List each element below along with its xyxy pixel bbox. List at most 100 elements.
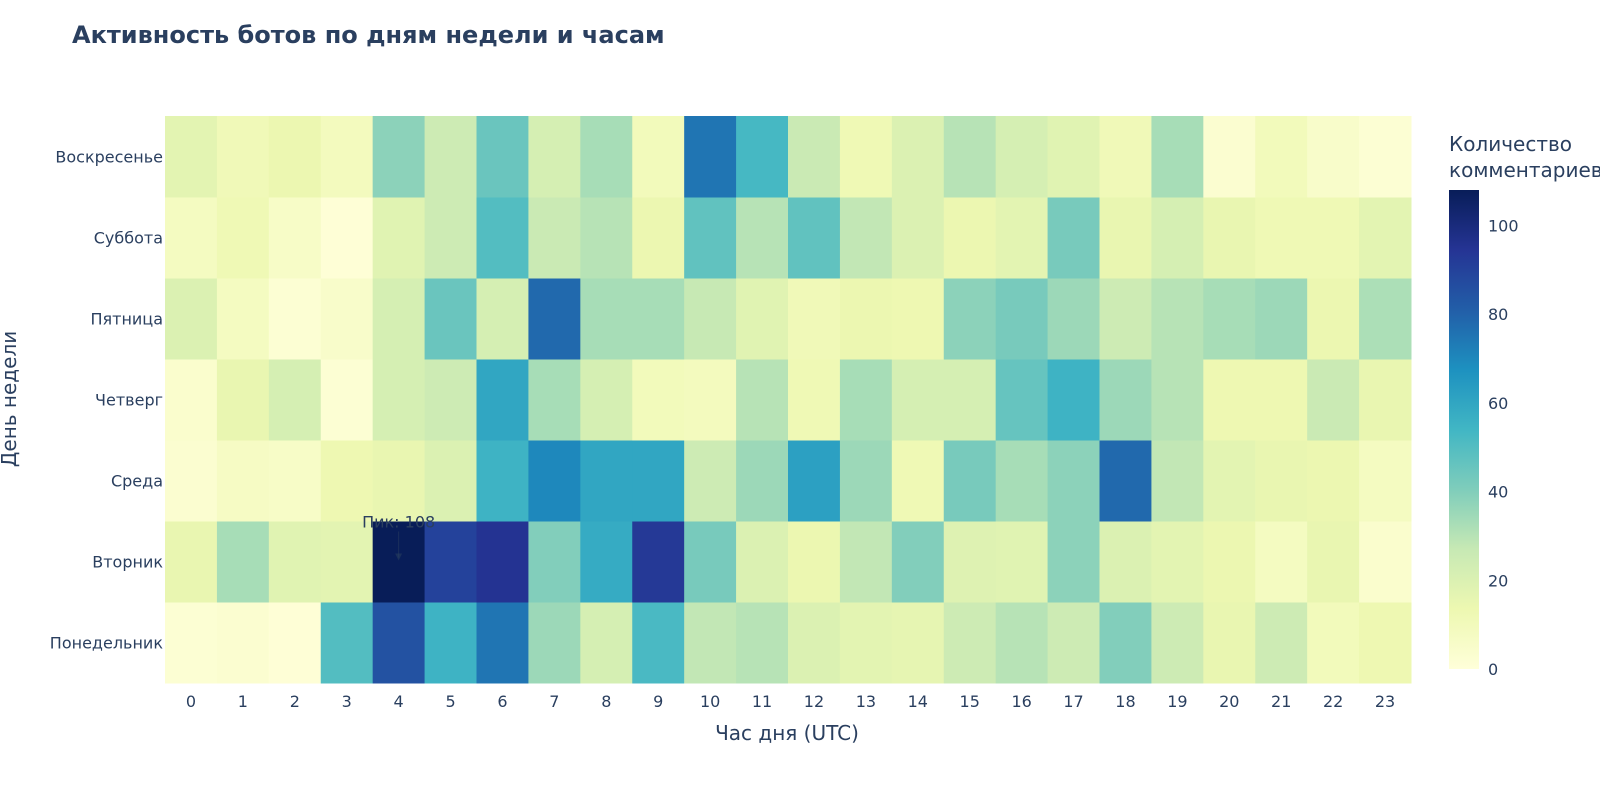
y-tick-label: Четверг: [95, 391, 163, 410]
heatmap-cell: [372, 440, 426, 522]
heatmap-cell: [476, 359, 529, 441]
x-tick-label: 8: [601, 692, 611, 711]
heatmap-cell: [1307, 602, 1360, 684]
heatmap-cell: [736, 602, 789, 684]
heatmap-cell: [268, 197, 322, 279]
heatmap-cell: [1203, 359, 1256, 441]
heatmap-cell: [891, 521, 945, 603]
heatmap-cell: [736, 197, 789, 279]
heatmap-cell: [528, 116, 581, 198]
heatmap-cell: [528, 278, 581, 360]
heatmap-cell: [580, 602, 633, 684]
heatmap-cell: [372, 278, 426, 360]
heatmap-cell: [684, 197, 737, 279]
heatmap-cell: [372, 359, 426, 441]
heatmap-cell: [476, 278, 529, 360]
heatmap-cell: [891, 359, 945, 441]
x-tick-label: 10: [700, 692, 720, 711]
colorbar-tick-label: 60: [1488, 394, 1508, 413]
heatmap-cell: [476, 602, 529, 684]
heatmap-cell: [476, 197, 529, 279]
heatmap-cell: [839, 359, 893, 441]
x-tick-label: 17: [1063, 692, 1083, 711]
heatmap-cell: [788, 197, 841, 279]
heatmap-cell: [788, 440, 841, 522]
heatmap-cell: [580, 278, 633, 360]
heatmap-cell: [1307, 359, 1360, 441]
y-tick-label: Понедельник: [50, 634, 164, 653]
heatmap-cell: [165, 359, 218, 441]
heatmap-cell: [788, 278, 841, 360]
x-tick-label: 12: [804, 692, 824, 711]
heatmap-cell: [424, 602, 477, 684]
heatmap-cell: [1255, 197, 1308, 279]
heatmap-cell: [788, 359, 841, 441]
heatmap-cell: [1255, 440, 1308, 522]
heatmap-cell: [1203, 521, 1256, 603]
x-tick-label: 5: [445, 692, 455, 711]
heatmap-cell: [1047, 278, 1100, 360]
y-tick-label: Пятница: [90, 310, 163, 329]
heatmap-cell: [632, 521, 685, 603]
x-tick-label: 11: [752, 692, 772, 711]
x-tick-label: 3: [342, 692, 352, 711]
heatmap-cell: [268, 359, 322, 441]
heatmap-cell: [995, 521, 1049, 603]
colorbar-tick-label: 0: [1488, 660, 1498, 679]
heatmap-cell: [1307, 521, 1360, 603]
heatmap-cell: [1359, 278, 1412, 360]
heatmap-cell: [839, 116, 893, 198]
heatmap-cell: [736, 440, 789, 522]
heatmap-cell: [165, 602, 218, 684]
heatmap-cell: [684, 602, 737, 684]
x-tick-label: 20: [1219, 692, 1239, 711]
heatmap-cell: [1047, 197, 1100, 279]
y-tick-label: Воскресенье: [55, 148, 163, 167]
heatmap-cell: [320, 278, 374, 360]
heatmap-cell: [736, 359, 789, 441]
heatmap-cell: [684, 278, 737, 360]
heatmap-cell: [580, 521, 633, 603]
heatmap-cell: [1255, 521, 1308, 603]
heatmap-cell: [891, 440, 945, 522]
heatmap-cell: [268, 521, 322, 603]
heatmap-cell: [943, 197, 997, 279]
heatmap-cell: [1359, 359, 1412, 441]
heatmap-cell: [1307, 116, 1360, 198]
heatmap-cell: [943, 521, 997, 603]
heatmap-cell: [580, 197, 633, 279]
heatmap-cell: [632, 116, 685, 198]
heatmap-cell: [1099, 521, 1152, 603]
heatmap-cell: [372, 602, 426, 684]
y-tick-label: Суббота: [94, 229, 163, 248]
x-tick-label: 18: [1115, 692, 1135, 711]
heatmap-cell: [736, 521, 789, 603]
heatmap-cell: [891, 116, 945, 198]
heatmap-cell: [476, 521, 529, 603]
heatmap-cell: [943, 440, 997, 522]
heatmap-cell: [165, 197, 218, 279]
heatmap-cell: [995, 440, 1049, 522]
y-axis-ticks: Понедельник Вторник Среда Четверг Пятница Суб…: [50, 148, 164, 653]
heatmap-cell: [528, 440, 581, 522]
heatmap-cell: [943, 278, 997, 360]
heatmap-cell: [1203, 116, 1256, 198]
heatmap-cell: [1359, 602, 1412, 684]
heatmap-cell: [268, 278, 322, 360]
heatmap-cell: [216, 359, 270, 441]
heatmap-cell: [580, 440, 633, 522]
heatmap-cell: [632, 359, 685, 441]
heatmap-cell: [424, 359, 477, 441]
x-tick-label: 2: [290, 692, 300, 711]
heatmap-cell: [320, 359, 374, 441]
heatmap-cell: [736, 278, 789, 360]
peak-annotation: Пик: 108: [362, 513, 435, 561]
x-tick-label: 9: [653, 692, 663, 711]
heatmap-cell: [788, 602, 841, 684]
heatmap-cell: [632, 440, 685, 522]
heatmap-cell: [320, 116, 374, 198]
heatmap-cell: [1099, 602, 1152, 684]
heatmap-cell: [580, 116, 633, 198]
y-axis-title: День недели: [0, 331, 21, 467]
